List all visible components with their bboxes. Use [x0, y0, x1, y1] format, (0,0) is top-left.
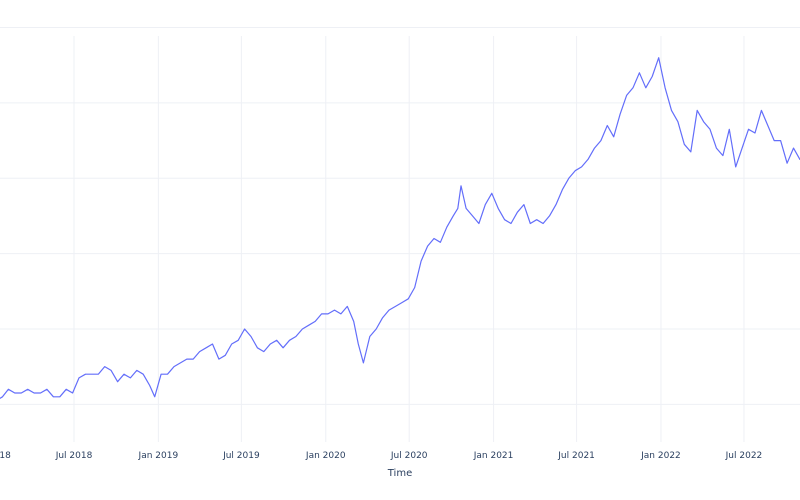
x-tick-label: Jan 2021	[473, 451, 514, 461]
x-tick-label: Jul 2018	[55, 451, 93, 461]
series-layer	[0, 57, 800, 399]
x-tick-label: Jan 2022	[640, 451, 681, 461]
x-tick-label: Jan 2018	[0, 451, 11, 461]
x-tick-label: Jan 2020	[305, 451, 346, 461]
x-tick-label: Jul 2022	[725, 451, 763, 461]
series-line	[0, 57, 800, 399]
gridlines	[0, 27, 800, 442]
x-axis-ticks: Jan 2018 Jul 2018 Jan 2019 Jul 2019 Jan 2020…	[0, 451, 762, 461]
x-tick-label: Jan 2019	[138, 451, 179, 461]
x-tick-label: Jul 2019	[222, 451, 260, 461]
x-tick-label: Jul 2021	[557, 451, 595, 461]
x-axis-title: Time	[387, 468, 412, 479]
x-tick-label: Jul 2020	[390, 451, 428, 461]
